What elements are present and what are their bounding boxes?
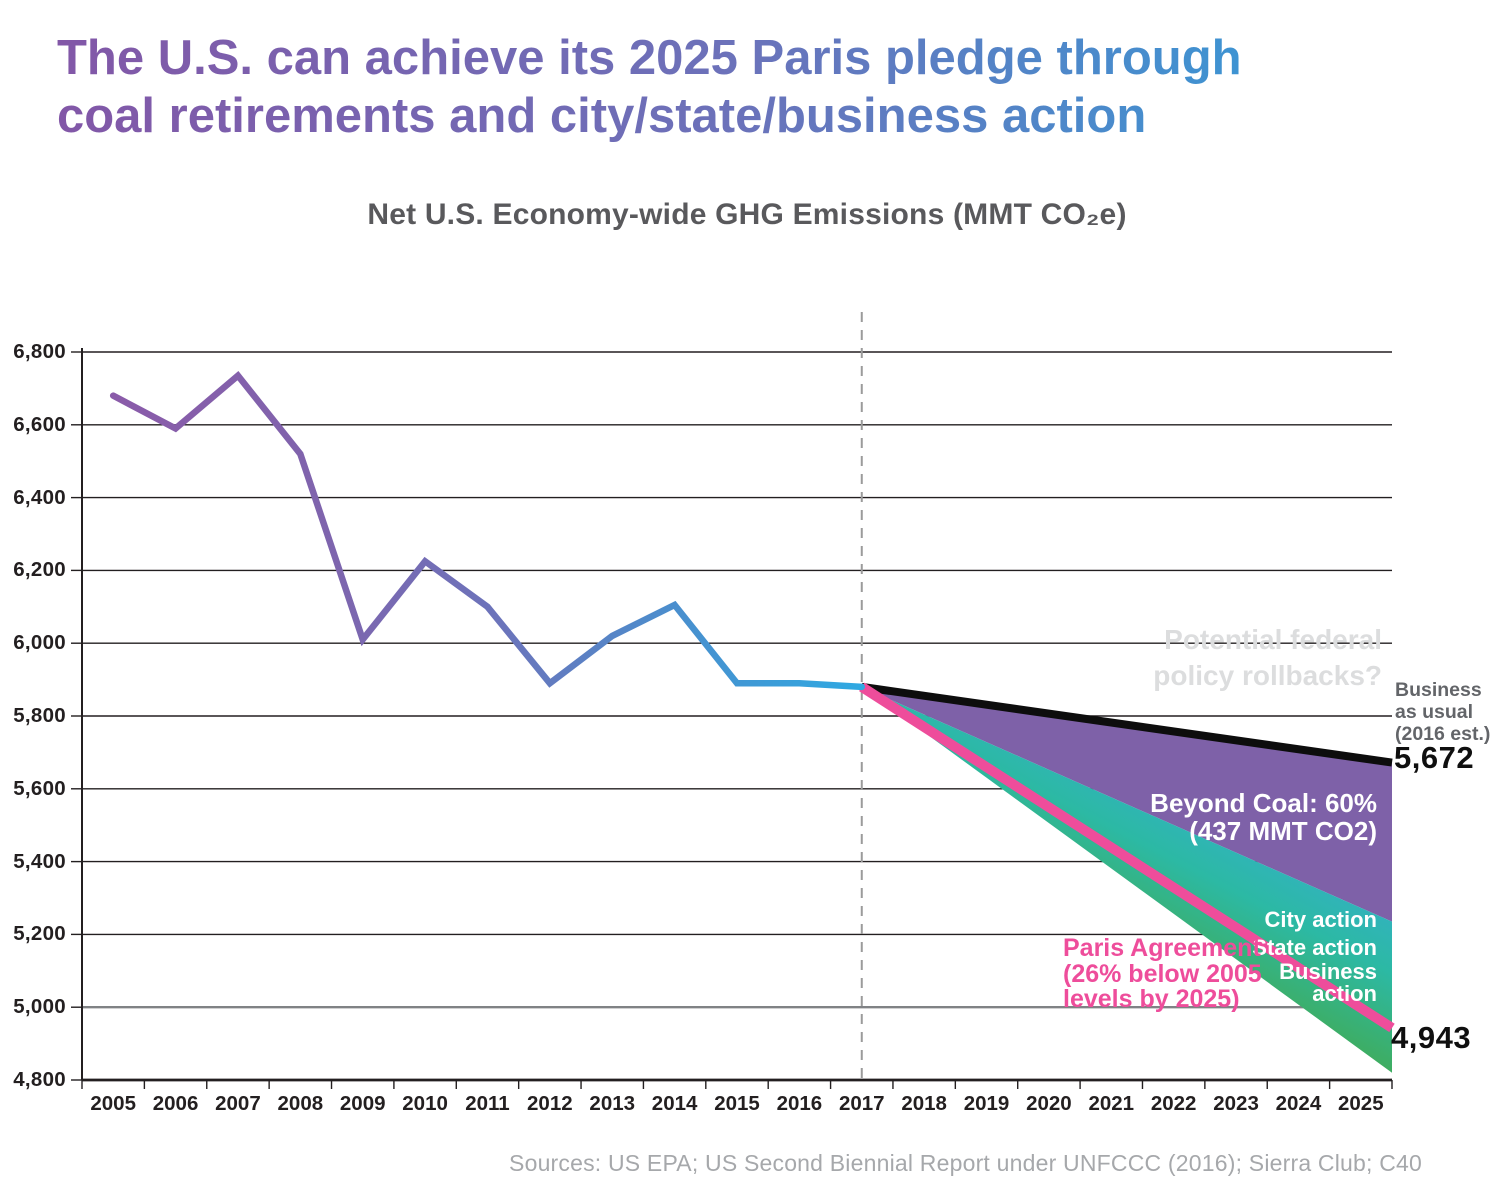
- y-axis-tick-label: 6,000: [13, 631, 66, 655]
- business-action-line1: Business: [1279, 959, 1377, 984]
- y-axis-tick-label: 5,400: [13, 849, 66, 873]
- business-as-usual-value: 5,672: [1394, 740, 1475, 775]
- x-axis-tick-label: 2011: [465, 1092, 510, 1115]
- paris-agreement-line: [859, 682, 1395, 1033]
- source-attribution: Sources: US EPA; US Second Biennial Repo…: [509, 1150, 1422, 1176]
- x-axis-tick-label: 2024: [1275, 1092, 1322, 1115]
- y-axis-tick-label: 6,600: [13, 412, 66, 436]
- business-as-usual-label: Business as usual (2016 est.): [1395, 679, 1494, 746]
- x-axis-tick-label: 2022: [1150, 1092, 1197, 1115]
- state-action-label: State action: [1252, 935, 1377, 960]
- business-action-label: Business action: [1279, 961, 1377, 1005]
- x-axis-tick-label: 2006: [152, 1092, 199, 1115]
- beyond-coal-line1: Beyond Coal: 60%: [1150, 788, 1377, 818]
- y-axis-tick-label: 5,200: [13, 922, 66, 946]
- business-action-line2: action: [1312, 981, 1377, 1006]
- business-as-usual-line: [861, 682, 1393, 767]
- x-axis-tick-label: 2009: [339, 1092, 386, 1115]
- paris-label-line2: (26% below 2005: [1063, 959, 1262, 988]
- paris-agreement-value: 4,943: [1391, 1020, 1472, 1055]
- y-axis-tick-label: 5,800: [13, 704, 66, 727]
- x-axis-tick-label: 2005: [90, 1092, 136, 1115]
- x-axis-tick-label: 2012: [527, 1092, 573, 1115]
- beyond-coal-label: Beyond Coal: 60% (437 MMT CO2): [1150, 789, 1377, 845]
- x-axis-tick-label: 2020: [1026, 1092, 1072, 1115]
- bau-line1: Business: [1395, 679, 1482, 701]
- x-axis-tick-label: 2014: [651, 1092, 698, 1115]
- y-axis-tick-label: 5,000: [13, 995, 66, 1019]
- chart-subtitle: Net U.S. Economy-wide GHG Emissions (MMT…: [367, 198, 1127, 231]
- paris-label-line3: levels by 2025): [1063, 985, 1240, 1013]
- x-axis-tick-label: 2008: [277, 1092, 324, 1115]
- x-axis-tick-label: 2017: [838, 1092, 885, 1115]
- x-axis-tick-label: 2018: [901, 1092, 947, 1115]
- x-axis-tick-label: 2019: [963, 1092, 1010, 1115]
- bau-line3: (2016 est.): [1395, 723, 1491, 746]
- y-axis-tick-label: 6,200: [13, 558, 66, 582]
- x-axis-ticks: [81, 1080, 1393, 1089]
- y-axis-tick-label: 6,400: [13, 485, 66, 509]
- x-axis-tick-label: 2013: [589, 1092, 636, 1115]
- x-axis-tick-label: 2015: [714, 1092, 760, 1115]
- y-axis-tick-label: 6,800: [13, 340, 66, 363]
- x-axis-tick-label: 2025: [1337, 1092, 1384, 1115]
- historical-emissions-line: [109, 371, 866, 691]
- y-axis-tick-label: 4,800: [13, 1068, 66, 1091]
- bau-line2: as usual: [1395, 701, 1474, 724]
- rollback-line1: Potential federal: [1164, 624, 1382, 655]
- paris-agreement-label: Paris Agreement (26% below 2005 levels b…: [1063, 934, 1262, 1013]
- x-axis-tick-label: 2007: [215, 1092, 261, 1115]
- rollback-annotation: Potential federal policy rollbacks?: [1153, 622, 1382, 695]
- x-axis-tick-label: 2021: [1088, 1092, 1135, 1115]
- x-axis-tick-label: 2023: [1213, 1092, 1259, 1115]
- paris-label-line1: Paris Agreement: [1063, 934, 1261, 962]
- city-state-business-action-band: [861, 686, 1392, 1073]
- rollback-line2: policy rollbacks?: [1153, 660, 1382, 692]
- x-axis-tick-label: 2016: [776, 1092, 823, 1115]
- x-axis-tick-label: 2010: [402, 1092, 448, 1115]
- city-action-label: City action: [1264, 907, 1377, 932]
- beyond-coal-line2: (437 MMT CO2): [1189, 816, 1377, 847]
- y-axis-tick-label: 5,600: [13, 776, 66, 800]
